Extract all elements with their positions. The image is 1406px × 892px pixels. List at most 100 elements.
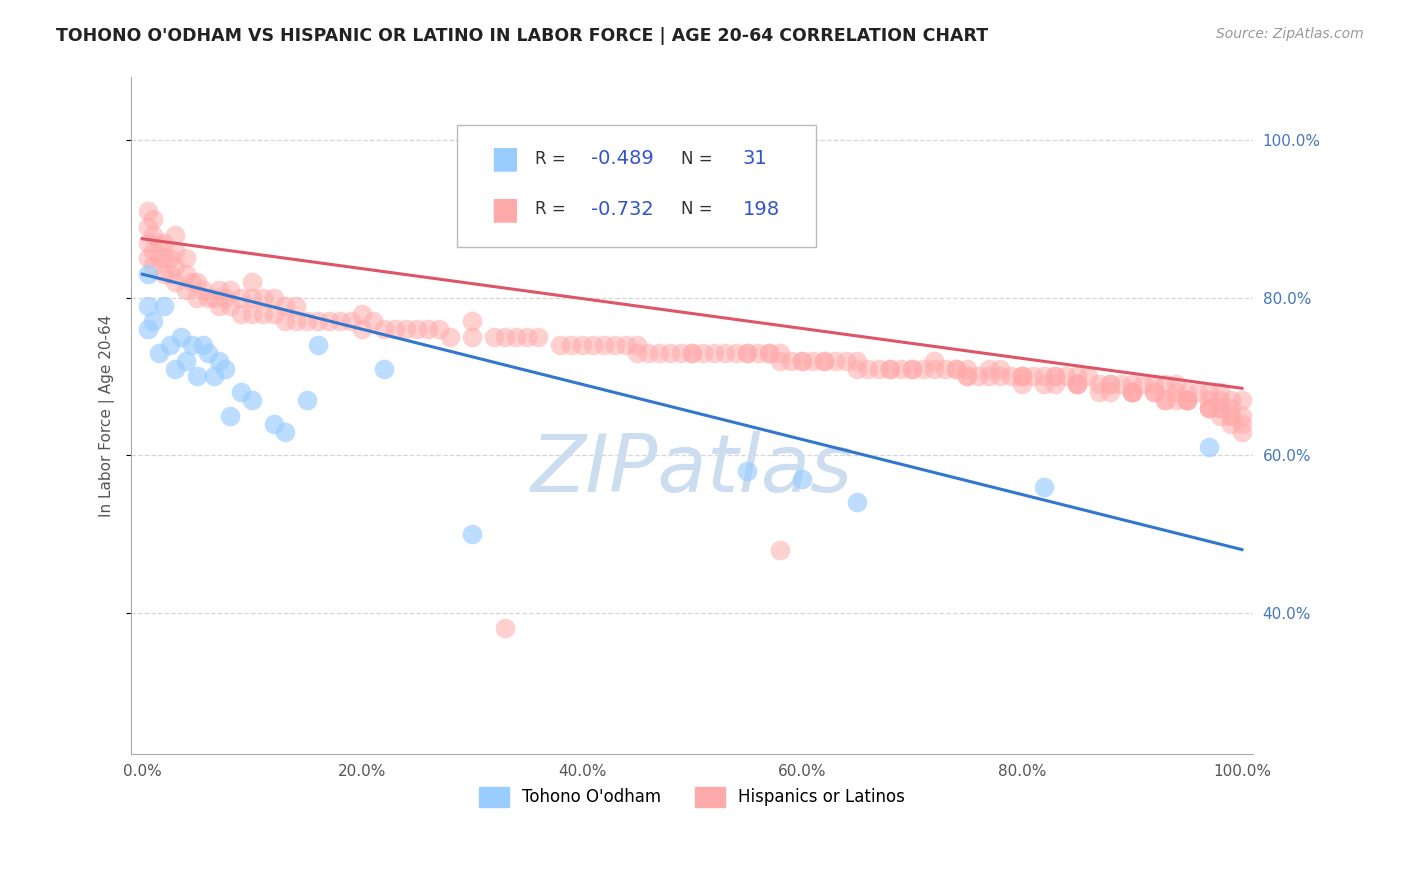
Point xyxy=(406,322,429,336)
Point xyxy=(159,252,181,266)
Point xyxy=(1230,425,1253,439)
Point xyxy=(153,252,176,266)
Point xyxy=(263,417,285,431)
Point xyxy=(136,204,159,219)
Point xyxy=(790,472,813,486)
Point xyxy=(1066,369,1088,384)
Text: Source: ZipAtlas.com: Source: ZipAtlas.com xyxy=(1216,27,1364,41)
Point xyxy=(176,252,198,266)
Point xyxy=(1011,369,1033,384)
Point xyxy=(692,346,714,360)
Point xyxy=(1164,393,1187,408)
Point xyxy=(180,338,202,352)
Point xyxy=(165,275,187,289)
Point xyxy=(494,330,516,344)
Point xyxy=(988,369,1011,384)
Point xyxy=(769,353,792,368)
Text: N =: N = xyxy=(681,150,718,168)
Point xyxy=(1175,393,1198,408)
Point xyxy=(1143,385,1166,400)
Point xyxy=(240,291,263,305)
Point xyxy=(614,338,637,352)
Point xyxy=(197,291,219,305)
Point xyxy=(170,330,193,344)
Point xyxy=(142,314,165,328)
Text: R =: R = xyxy=(536,201,571,219)
Point xyxy=(142,260,165,274)
Point xyxy=(714,346,737,360)
Point xyxy=(922,361,945,376)
Point xyxy=(176,283,198,297)
Point xyxy=(901,361,924,376)
Point xyxy=(153,299,176,313)
Point xyxy=(1175,393,1198,408)
Point xyxy=(252,306,274,320)
Point xyxy=(1220,409,1243,423)
Point xyxy=(1033,377,1056,392)
Point xyxy=(240,275,263,289)
Point xyxy=(384,322,406,336)
Point xyxy=(231,291,253,305)
Point xyxy=(956,369,979,384)
Point xyxy=(297,393,319,408)
Point xyxy=(214,291,236,305)
Point xyxy=(395,322,418,336)
Point xyxy=(439,330,461,344)
Point xyxy=(758,346,780,360)
Point xyxy=(548,338,571,352)
Legend: Tohono O'odham, Hispanics or Latinos: Tohono O'odham, Hispanics or Latinos xyxy=(472,780,912,814)
Point xyxy=(1143,385,1166,400)
Point xyxy=(461,527,484,541)
Point xyxy=(1220,417,1243,431)
Point xyxy=(202,369,225,384)
Point xyxy=(208,283,231,297)
Point xyxy=(373,322,395,336)
Point xyxy=(1088,377,1111,392)
Point xyxy=(165,361,187,376)
Point xyxy=(148,346,170,360)
Point xyxy=(735,346,758,360)
Point xyxy=(934,361,956,376)
Point xyxy=(219,299,242,313)
Point xyxy=(1230,409,1253,423)
Point xyxy=(824,353,846,368)
Point xyxy=(669,346,692,360)
Point xyxy=(1098,385,1121,400)
Point xyxy=(318,314,340,328)
Point xyxy=(790,353,813,368)
Point xyxy=(1109,377,1132,392)
Point xyxy=(231,385,253,400)
Point xyxy=(240,306,263,320)
Point xyxy=(1121,385,1143,400)
Point xyxy=(1121,385,1143,400)
Point xyxy=(165,244,187,258)
Point xyxy=(427,322,450,336)
Point xyxy=(297,314,319,328)
Point xyxy=(1209,409,1232,423)
Text: 31: 31 xyxy=(742,149,768,169)
Point xyxy=(1198,401,1220,415)
Point xyxy=(231,306,253,320)
Point xyxy=(165,227,187,242)
Point xyxy=(988,361,1011,376)
Point xyxy=(263,291,285,305)
Point xyxy=(214,361,236,376)
Point xyxy=(373,361,395,376)
Point xyxy=(922,353,945,368)
Point xyxy=(1187,385,1209,400)
Point xyxy=(1154,393,1177,408)
Point xyxy=(1121,385,1143,400)
Point xyxy=(560,338,582,352)
Point xyxy=(153,267,176,281)
Point xyxy=(142,244,165,258)
Point xyxy=(801,353,824,368)
Point xyxy=(1154,377,1177,392)
Point xyxy=(274,314,297,328)
Point xyxy=(191,338,214,352)
Point xyxy=(1220,401,1243,415)
Text: TOHONO O'ODHAM VS HISPANIC OR LATINO IN LABOR FORCE | AGE 20-64 CORRELATION CHAR: TOHONO O'ODHAM VS HISPANIC OR LATINO IN … xyxy=(56,27,988,45)
Point xyxy=(681,346,703,360)
Point xyxy=(769,542,792,557)
Point xyxy=(1198,385,1220,400)
Point xyxy=(191,283,214,297)
